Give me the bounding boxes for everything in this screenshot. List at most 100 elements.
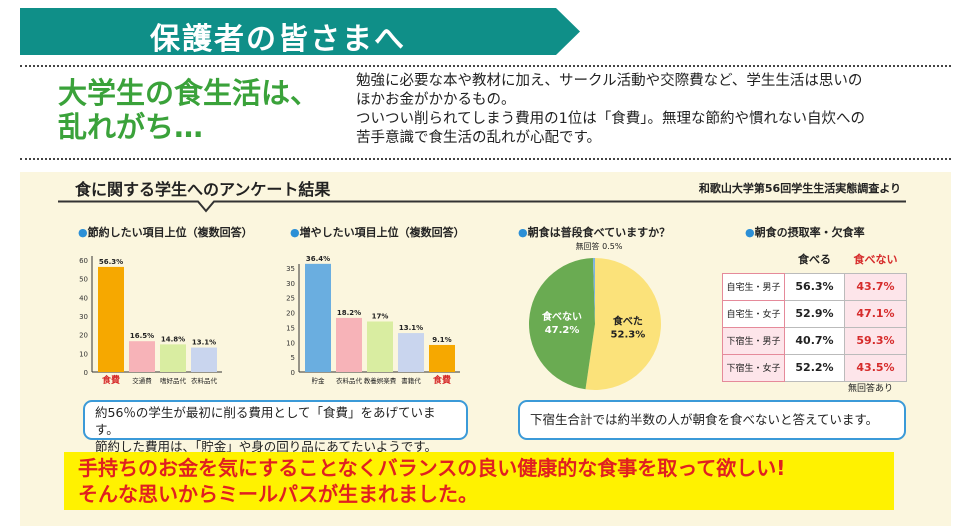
chart2-bar	[336, 317, 362, 372]
closing-message-line-2: そんな思いからミールパスが生まれました。	[78, 482, 478, 506]
chart1-tick-label: 40	[79, 294, 88, 302]
chart1-category-label: 食費	[101, 374, 120, 386]
chart2-bar	[305, 263, 331, 372]
note-savings-line-1: 約56％の学生が最初に削る費用として「食費」をあげています。	[95, 405, 436, 437]
table-row-label: 自宅生・男子	[722, 272, 785, 301]
chart1-tick-label: 20	[79, 332, 88, 340]
chart1-bar	[160, 344, 186, 372]
table-footnote: 無回答あり	[848, 384, 894, 394]
section-banner: 保護者の皆さまへ	[20, 8, 580, 57]
chart2-tick-label: 20	[286, 310, 295, 318]
chart1-bar	[98, 266, 124, 372]
chart1-category-label: 交通費	[132, 376, 152, 385]
pie-slice	[585, 258, 661, 390]
chart-breakfast-pie: 食べた 52.3% 食べない 47.2% 無回答 0.5%	[528, 241, 661, 390]
chart2-data-label: 17%	[372, 312, 389, 320]
chart2-data-label: 9.1%	[432, 336, 451, 344]
intro-text: 勉強に必要な本や教材に加え、サークル活動や交際費など、学生生活は思いの ほかお金…	[356, 72, 936, 148]
chart1-data-label: 14.8%	[161, 335, 185, 343]
chart1-data-label: 13.1%	[192, 339, 216, 347]
bullet-icon: ●	[78, 226, 88, 239]
pie-slice	[528, 258, 595, 390]
chart1-tick-label: 10	[79, 350, 88, 358]
chart1-tick-label: 0	[84, 369, 88, 377]
headline-line-2: 乱れがち…	[58, 110, 204, 144]
table-header-skip: 食べない	[853, 253, 898, 267]
closing-message: 手持ちのお金を気にすることなくバランスの良い健康的な食事を取って欲しい! そんな…	[64, 452, 894, 510]
chart2-category-label: 衣料品代	[336, 376, 363, 385]
survey-title: 食に関する学生へのアンケート結果	[75, 180, 331, 199]
note-savings-line-2: 節約した費用は、「貯金」や身の回り品にあてたいようです。	[95, 439, 438, 454]
table-row: 自宅生・男子 56.3% 43.7%	[722, 272, 907, 301]
pie-slice-label: 食べない	[541, 310, 582, 323]
chart3-title: ●朝食は普段食べていますか？	[518, 226, 671, 239]
chart2-category-label: 教養娯楽費	[364, 376, 397, 385]
table-cell-eat: 52.9%	[784, 299, 845, 328]
pie-slice-value: 47.2%	[545, 325, 580, 336]
chart2-bar	[398, 333, 424, 372]
bullet-icon: ●	[290, 226, 300, 239]
bullet-icon: ●	[745, 226, 755, 239]
divider-bottom	[20, 158, 951, 160]
table-header-row: 食べる 食べない	[723, 246, 907, 273]
chart2-tick-label: 5	[291, 354, 295, 362]
table-cell-skip: 43.5%	[844, 353, 907, 382]
table-cell-eat: 40.7%	[784, 326, 845, 355]
chart1-bar	[191, 347, 217, 372]
chart2-data-label: 13.1%	[399, 324, 423, 332]
table-row: 自宅生・女子 52.9% 47.1%	[722, 299, 907, 328]
survey-source: 和歌山大学第56回学生生活実態調査より	[698, 182, 901, 195]
table-row: 下宿生・女子 52.2% 43.5%	[722, 353, 907, 382]
table-row-label: 下宿生・女子	[722, 353, 785, 382]
bullet-icon: ●	[518, 226, 528, 239]
chart1-data-label: 56.3%	[99, 258, 123, 266]
chart-increase-items: 0 5 10 15 20 25 30 35 36.4% 貯金 18.2% 衣料品代 17% 教養娯楽費 13…	[286, 255, 460, 386]
intro-line-3: ついつい削られてしまう費用の1位は「食費」。無理な節約や慣れない自炊への	[356, 111, 866, 127]
chart1-tick-label: 50	[79, 276, 88, 284]
intro-line-2: ほかお金がかかるもの。	[356, 92, 516, 108]
divider-top	[20, 65, 951, 67]
chart2-category-label: 食費	[432, 374, 451, 386]
table-cell-eat: 52.2%	[784, 353, 845, 382]
pie-slice-label: 食べた	[612, 314, 643, 327]
chart1-category-label: 嗜好品代	[160, 376, 187, 385]
chart2-bar	[429, 344, 455, 372]
table-cell-skip: 59.3%	[844, 326, 907, 355]
note-savings: 約56％の学生が最初に削る費用として「食費」をあげています。 節約した費用は、「…	[83, 400, 468, 454]
chart1-tick-label: 60	[79, 257, 88, 265]
table-header-eat: 食べる	[798, 253, 831, 267]
banner-arrow-shape	[20, 8, 580, 55]
table-header-blank	[723, 246, 785, 273]
intro-line-4: 苦手意識で食生活の乱れが心配です。	[356, 130, 602, 146]
chart2-category-label: 書籍代	[401, 376, 421, 385]
intro-line-1: 勉強に必要な本や教材に加え、サークル活動や交際費など、学生生活は思いの	[356, 73, 863, 89]
chart-save-items: 0 10 20 30 40 50 60 56.3% 食費 16.5% 交通費 14.8% 嗜好品代 13.…	[79, 256, 222, 386]
table-cell-skip: 43.7%	[844, 272, 907, 301]
chart2-tick-label: 35	[286, 265, 295, 273]
chart1-data-label: 16.5%	[130, 332, 154, 340]
pie-slice-label: 無回答 0.5%	[576, 241, 623, 251]
pie-slice-value: 52.3%	[611, 329, 646, 340]
chart2-tick-label: 25	[286, 295, 295, 303]
pie-slice	[592, 258, 595, 324]
survey-title-rule	[58, 200, 906, 213]
chart1-tick-label: 30	[79, 313, 88, 321]
chart1-category-label: 衣料品代	[191, 376, 218, 385]
chart1-title: ●節約したい項目上位（複数回答）	[78, 226, 253, 239]
table-cell-eat: 56.3%	[784, 272, 845, 301]
closing-message-line-1: 手持ちのお金を気にすることなくバランスの良い健康的な食事を取って欲しい!	[78, 456, 786, 480]
chart2-data-label: 18.2%	[337, 309, 361, 317]
chart1-bar	[129, 341, 155, 372]
table-row-label: 下宿生・男子	[722, 326, 785, 355]
table-row-label: 自宅生・女子	[722, 299, 785, 328]
banner-title: 保護者の皆さまへ	[150, 22, 406, 57]
note-breakfast: 下宿生合計では約半数の人が朝食を食べないと答えています。	[518, 400, 906, 440]
table-title: ●朝食の摂取率・欠食率	[745, 226, 865, 239]
chart2-title: ●増やしたい項目上位（複数回答）	[290, 226, 465, 239]
breakfast-table: 食べる 食べない 自宅生・男子 56.3% 43.7% 自宅生・女子 52.9%…	[722, 246, 907, 382]
headline-line-1: 大学生の食生活は、	[58, 76, 320, 110]
chart2-data-label: 36.4%	[306, 255, 330, 263]
chart2-tick-label: 10	[286, 339, 295, 347]
headline: 大学生の食生活は、 乱れがち…	[58, 76, 319, 144]
